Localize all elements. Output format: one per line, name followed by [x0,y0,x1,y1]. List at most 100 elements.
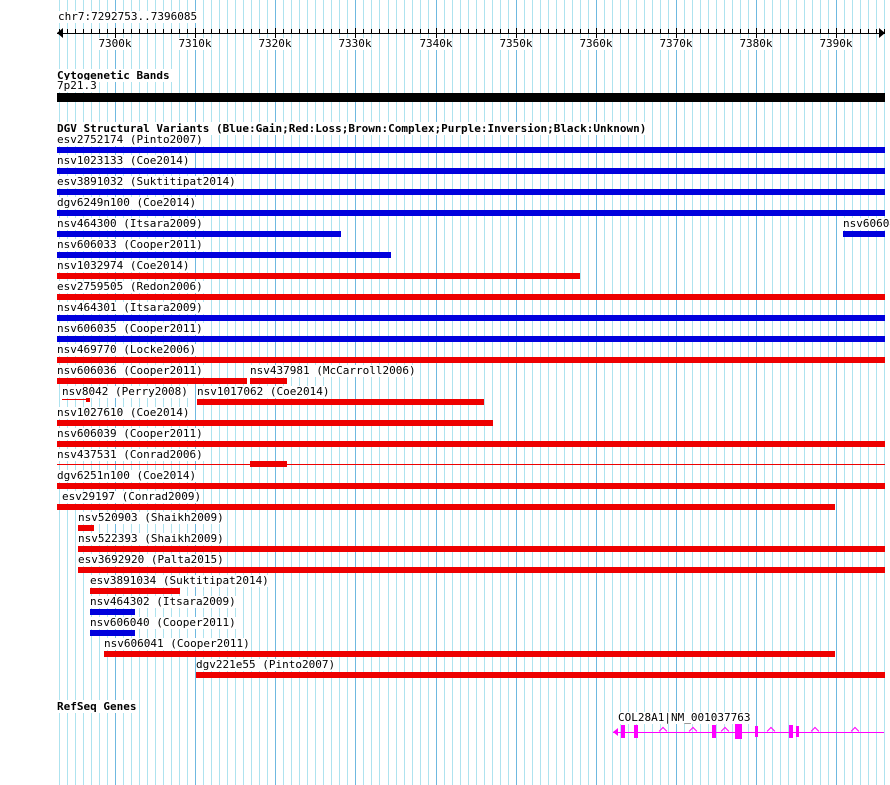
variant-track-bar[interactable] [57,231,341,237]
variant-track-bar[interactable] [57,147,885,153]
variant-track-label[interactable]: nsv1032974 (Coe2014) [57,259,191,272]
variant-track-label[interactable]: esv3692920 (Palta2015) [78,553,225,566]
ruler-axis[interactable]: 7300k 7310k 7320k 7330k 7340k 7350k 7360k 7370k… [57,28,885,50]
ruler-tick-minor [452,29,453,34]
ruler-tick-minor [500,29,501,34]
gene-exon[interactable] [712,725,716,738]
variant-track-label[interactable]: nsv520903 (Shaikh2009) [78,511,225,524]
variant-track-label[interactable]: nsv606035 (Cooper2011) [57,322,204,335]
ruler-tick-minor [788,29,789,34]
gridline [388,0,389,785]
variant-track-label[interactable]: nsv437981 (McCarroll2006) [250,364,417,377]
variant-track-bar[interactable] [843,231,885,237]
gridline [371,0,372,785]
gene-exon[interactable] [755,726,758,737]
gridline [524,0,525,785]
variant-track-label[interactable]: nsv60604 [843,218,890,230]
variant-track-bar[interactable] [57,189,885,195]
variant-track-label[interactable]: nsv464301 (Itsara2009) [57,301,204,314]
ruler-tick-minor [139,29,140,34]
gene-exon[interactable] [789,725,793,738]
variant-track-bar[interactable] [78,567,885,573]
variant-track-label[interactable]: nsv606041 (Cooper2011) [104,637,251,650]
variant-track-bar[interactable] [62,399,90,400]
gridline [540,0,541,785]
variant-track-bar[interactable] [57,441,885,447]
coordinate-range-label: chr7:7292753..7396085 [57,10,199,23]
gridline [532,0,533,785]
variant-track-bar[interactable] [57,357,885,363]
ruler-tick-minor [476,29,477,34]
variant-track-label[interactable]: dgv221e55 (Pinto2007) [196,658,337,671]
variant-track-label[interactable]: esv29197 (Conrad2009) [62,490,203,503]
gridline [788,0,789,785]
variant-track-label[interactable]: esv2759505 (Redon2006) [57,280,204,293]
variant-track-bar[interactable] [104,651,835,657]
variant-track-bar[interactable] [57,464,885,465]
gene-exon[interactable] [796,726,799,737]
variant-track-label[interactable]: esv3891032 (Suktitipat2014) [57,175,237,188]
ruler-tick-minor [155,29,156,34]
variant-track-bar[interactable] [57,483,885,489]
cytoband-bar[interactable] [57,93,885,102]
variant-track-bar[interactable] [57,252,391,258]
gridline [620,0,621,785]
variant-track-label[interactable]: nsv8042 (Perry2008) [62,385,189,398]
gene-exon[interactable] [735,724,742,739]
variant-track-bar[interactable] [197,399,484,405]
variant-track-label[interactable]: nsv469770 (Locke2006) [57,343,198,356]
gridline [339,0,340,785]
variant-track-bar[interactable] [57,168,885,174]
variant-track-segment[interactable] [86,396,90,402]
ruler-tick-minor [396,29,397,34]
variant-track-bar[interactable] [250,378,287,384]
variant-track-bar[interactable] [57,420,493,426]
variant-track-bar[interactable] [57,336,885,342]
variant-track-label[interactable]: nsv606040 (Cooper2011) [90,616,237,629]
variant-track-bar[interactable] [57,378,247,384]
ruler-tick-minor [227,29,228,34]
ruler-tick-minor [692,29,693,34]
variant-track-bar[interactable] [90,609,135,615]
ruler-tick-label: 7390k [819,37,853,50]
ruler-tick-minor [612,29,613,34]
variant-track-bar[interactable] [57,294,885,300]
gene-exon[interactable] [621,725,625,738]
variant-track-bar[interactable] [57,504,835,510]
gridline [796,0,797,785]
variant-track-bar[interactable] [57,315,885,321]
variant-track-label[interactable]: dgv6251n100 (Coe2014) [57,469,198,482]
variant-track-bar[interactable] [90,588,180,594]
variant-track-label[interactable]: nsv1017062 (Coe2014) [197,385,331,398]
variant-track-label[interactable]: nsv1023133 (Coe2014) [57,154,191,167]
variant-track-label[interactable]: nsv1027610 (Coe2014) [57,406,191,419]
variant-track-bar[interactable] [196,672,885,678]
ruler-tick-minor [548,29,549,34]
variant-track-bar[interactable] [78,546,885,552]
gridline [460,0,461,785]
variant-track-label[interactable]: nsv464302 (Itsara2009) [90,595,237,608]
variant-track-label[interactable]: nsv437531 (Conrad2006) [57,448,204,461]
ruler-tick-minor [780,29,781,34]
variant-track-label[interactable]: esv2752174 (Pinto2007) [57,133,204,146]
variant-track-label[interactable]: nsv606036 (Cooper2011) [57,364,204,377]
variant-track-bar[interactable] [78,525,94,531]
ruler-tick-minor [860,29,861,34]
variant-track-label[interactable]: nsv606039 (Cooper2011) [57,427,204,440]
gene-exon[interactable] [634,725,638,738]
variant-track-label[interactable]: nsv606033 (Cooper2011) [57,238,204,251]
gridline [852,0,853,785]
variant-track-label[interactable]: esv3891034 (Suktitipat2014) [90,574,270,587]
variant-track-label[interactable]: dgv6249n100 (Coe2014) [57,196,198,209]
ruler-tick-minor [171,29,172,34]
ruler-tick-minor [203,29,204,34]
variant-track-segment[interactable] [250,461,287,467]
gene-label-col28a1[interactable]: COL28A1|NM_001037763 [618,711,751,724]
variant-track-label[interactable]: nsv522393 (Shaikh2009) [78,532,225,545]
ruler-tick-minor [764,29,765,34]
variant-track-bar[interactable] [57,273,580,279]
variant-track-bar[interactable] [90,630,135,636]
variant-track-label[interactable]: nsv464300 (Itsara2009) [57,217,204,230]
cytoband-label: 7p21.3 [57,79,97,92]
variant-track-bar[interactable] [57,210,885,216]
